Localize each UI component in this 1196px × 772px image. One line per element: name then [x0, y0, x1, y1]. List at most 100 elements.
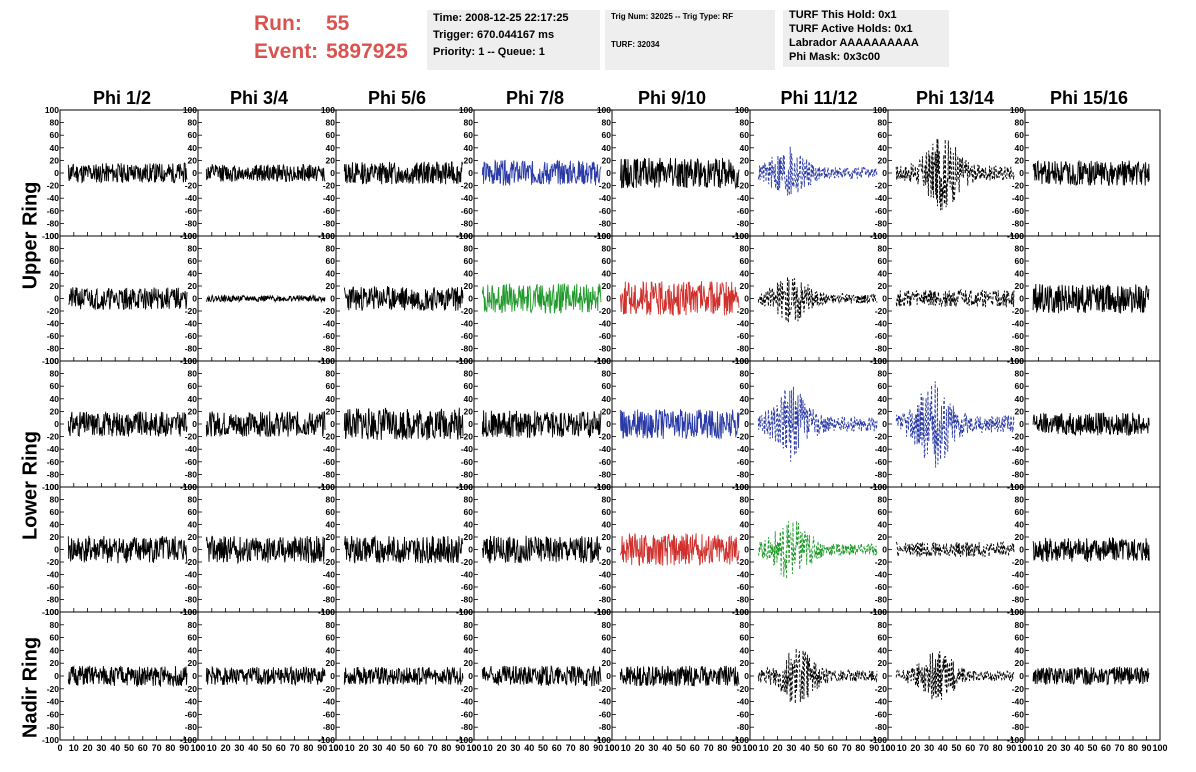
y-tick-label: 40 [740, 143, 750, 153]
trigger-text: Trigger: 670.044167 ms [433, 29, 555, 41]
y-tick-label: 20 [188, 155, 198, 165]
y-tick-label: 100 [873, 482, 887, 492]
y-tick-label: -40 [47, 444, 60, 454]
y-tick-label: 100 [1010, 607, 1024, 617]
x-tick-label: 10 [621, 743, 631, 753]
y-tick-label: 40 [464, 645, 474, 655]
y-tick-label: 40 [740, 645, 750, 655]
x-tick-label: 70 [1114, 743, 1124, 753]
y-tick-label: 60 [878, 507, 888, 517]
y-tick-label: 0 [192, 545, 197, 555]
turf-hold-text: TURF This Hold: 0x1 [789, 9, 897, 21]
y-tick-label: -80 [599, 595, 612, 605]
y-tick-label: 40 [1015, 394, 1025, 404]
y-tick-label: -60 [185, 457, 198, 467]
y-tick-label: 0 [882, 671, 887, 681]
y-tick-label: 60 [740, 130, 750, 140]
y-tick-label: 80 [1015, 620, 1025, 630]
y-tick-label: 20 [188, 532, 198, 542]
y-tick-label: 60 [50, 256, 60, 266]
x-tick-label: 80 [1128, 743, 1138, 753]
y-tick-label: 0 [606, 671, 611, 681]
y-tick-label: 20 [878, 406, 888, 416]
labrador-text: Labrador AAAAAAAAAA [789, 37, 919, 49]
x-tick-label: 80 [303, 743, 313, 753]
y-tick-label: 60 [50, 507, 60, 517]
x-tick-label: 70 [428, 743, 438, 753]
y-tick-label: -40 [737, 193, 750, 203]
y-tick-label: -40 [47, 697, 60, 707]
y-tick-label: -60 [323, 457, 336, 467]
y-tick-label: -20 [323, 684, 336, 694]
y-tick-label: -20 [1012, 557, 1025, 567]
y-tick-label: 0 [330, 671, 335, 681]
x-tick-label: 50 [400, 743, 410, 753]
y-tick-label: 80 [326, 244, 336, 254]
y-tick-label: -20 [323, 557, 336, 567]
y-tick-label: 20 [602, 155, 612, 165]
y-tick-label: 100 [735, 607, 749, 617]
y-tick-label: 80 [602, 118, 612, 128]
x-tick-label: 0 [471, 743, 476, 753]
y-tick-label: -80 [737, 344, 750, 354]
waveform-trace [205, 665, 326, 687]
waveform-trace [757, 386, 878, 462]
y-tick-label: 60 [878, 130, 888, 140]
y-tick-label: 100 [1010, 231, 1024, 241]
y-tick-label: -60 [599, 331, 612, 341]
run-number: 55 [326, 12, 350, 35]
y-tick-label: -40 [737, 697, 750, 707]
y-tick-label: -60 [461, 582, 474, 592]
y-tick-label: -20 [185, 432, 198, 442]
column-header-phi-13-14: Phi 13/14 [915, 88, 995, 108]
y-tick-label: -80 [185, 218, 198, 228]
x-tick-label: 30 [1060, 743, 1070, 753]
y-tick-label: 80 [740, 118, 750, 128]
y-tick-label: 60 [878, 256, 888, 266]
y-tick-label: 20 [878, 658, 888, 668]
priority-text: Priority: 1 -- Queue: 1 [433, 46, 545, 58]
x-tick-label: 60 [414, 743, 424, 753]
x-tick-label: 60 [690, 743, 700, 753]
y-tick-label: -20 [737, 432, 750, 442]
waveform-trace [481, 283, 602, 314]
y-tick-label: -40 [599, 570, 612, 580]
y-tick-label: 100 [597, 482, 611, 492]
y-tick-label: 40 [50, 520, 60, 530]
y-tick-label: -100 [180, 735, 197, 745]
x-tick-label: 60 [828, 743, 838, 753]
y-tick-label: 20 [602, 532, 612, 542]
y-tick-label: -80 [599, 218, 612, 228]
x-tick-label: 80 [579, 743, 589, 753]
y-tick-label: -60 [737, 206, 750, 216]
waveform-trace [895, 381, 1015, 468]
y-tick-label: -20 [737, 557, 750, 567]
y-tick-label: 0 [54, 168, 59, 178]
y-tick-label: -60 [461, 331, 474, 341]
y-tick-label: 60 [740, 507, 750, 517]
waveform-trace [1032, 412, 1150, 436]
x-tick-label: 70 [704, 743, 714, 753]
y-tick-label: 0 [1019, 168, 1024, 178]
y-tick-label: 80 [50, 118, 60, 128]
y-tick-label: 80 [602, 244, 612, 254]
y-tick-label: 100 [735, 356, 749, 366]
y-tick-label: 0 [468, 671, 473, 681]
waveform-trace [1032, 537, 1150, 563]
y-tick-label: -20 [461, 306, 474, 316]
waveform-trace [1032, 665, 1150, 686]
x-tick-label: 90 [1141, 743, 1151, 753]
y-tick-label: 80 [740, 369, 750, 379]
x-tick-label: 10 [69, 743, 79, 753]
y-tick-label: -20 [737, 181, 750, 191]
waveform-trace [1032, 160, 1150, 186]
y-tick-label: 20 [188, 406, 198, 416]
y-tick-label: -100 [456, 735, 473, 745]
y-tick-label: -100 [318, 735, 335, 745]
y-tick-label: 0 [882, 419, 887, 429]
y-tick-label: 60 [326, 256, 336, 266]
y-tick-label: 80 [464, 620, 474, 630]
column-header-phi-7-8: Phi 7/8 [505, 88, 565, 108]
y-tick-label: -20 [323, 432, 336, 442]
waveform-trace [619, 157, 740, 190]
